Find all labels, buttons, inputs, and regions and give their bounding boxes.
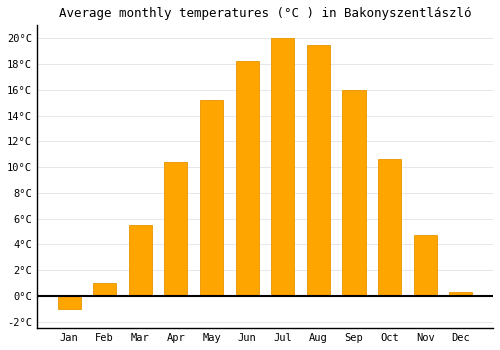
Bar: [58, 296, 80, 309]
Bar: [307, 44, 330, 296]
Bar: [128, 225, 152, 296]
Title: Average monthly temperatures (°C ) in Bakonyszentlászló: Average monthly temperatures (°C ) in Ba…: [58, 7, 471, 20]
Bar: [449, 292, 472, 296]
Bar: [378, 159, 401, 296]
Bar: [164, 162, 188, 296]
Bar: [342, 90, 365, 296]
Bar: [200, 100, 223, 296]
Bar: [93, 283, 116, 296]
Bar: [236, 61, 258, 296]
Bar: [271, 38, 294, 296]
Bar: [414, 236, 436, 296]
